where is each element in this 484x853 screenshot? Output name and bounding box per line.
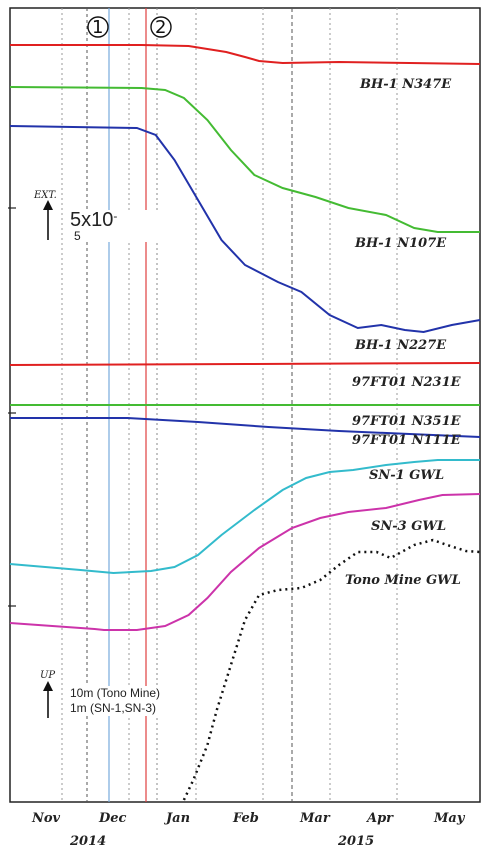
up-arrow-head (43, 681, 53, 691)
series-line-bh-1-n347e (10, 44, 481, 65)
series-line-97ft01-n231e (9, 362, 481, 366)
series-label-sn-3-gwl: SN-3 GWL (371, 519, 446, 534)
strain-scale-label: 5x10- 5 (70, 210, 160, 242)
x-tick-label-mar: Mar (299, 811, 331, 826)
series-label-tono-mine-gwl: Tono Mine GWL (345, 573, 461, 588)
event-circle-1 (87, 16, 109, 38)
x-tick-label-dec: Dec (98, 811, 127, 826)
series-line-97ft01-n111e (10, 417, 481, 438)
x-tick-label-feb: Feb (232, 811, 259, 826)
x-tick-label-jan: Jan (163, 811, 190, 826)
ext-label: EXT. (33, 190, 57, 201)
series-line-bh-1-n227e (9, 125, 481, 334)
series-label-97ft01-n111e: 97FT01 N111E (352, 433, 462, 448)
series-label-97ft01-n351e: 97FT01 N351E (352, 414, 462, 429)
scale-arrows: EXT. UP (33, 190, 57, 718)
series-lines (9, 44, 481, 801)
event-marker-1: 1 (92, 17, 103, 38)
series-line-sn-1-gwl (9, 459, 480, 575)
strain-scale-subscript: 5 (74, 229, 81, 243)
series-label-sn-1-gwl: SN-1 GWL (369, 468, 444, 483)
event-circle-2 (150, 16, 172, 38)
ext-arrow-head (43, 200, 53, 210)
strain-scale-value: 5x10 (70, 209, 114, 231)
x-year-label-2015: 2015 (337, 834, 374, 849)
x-tick-label-nov: Nov (31, 811, 61, 826)
up-label: UP (40, 670, 55, 681)
strain-scale-exponent: - (113, 209, 118, 223)
x-tick-label-may: May (433, 811, 466, 826)
water-scale-label: 10m (Tono Mine) 1m (SN-1,SN-3) (70, 686, 165, 716)
series-line-bh-1-n107e (9, 86, 480, 233)
grid-lines (61, 8, 398, 802)
series-label-bh-1-n227e: BH-1 N227E (354, 338, 447, 353)
water-scale-line1: 10m (Tono Mine) (70, 686, 161, 700)
x-tick-label-apr: Apr (365, 811, 394, 826)
x-tick-labels: Nov Dec Jan Feb Mar Apr May 2014 2015 (31, 811, 466, 849)
series-line-sn-3-gwl (9, 493, 481, 631)
series-label-97ft01-n231e: 97FT01 N231E (352, 375, 462, 390)
x-year-label-2014: 2014 (69, 834, 106, 849)
water-scale-line2: 1m (SN-1,SN-3) (70, 701, 157, 715)
series-label-bh-1-n107e: BH-1 N107E (354, 236, 447, 251)
series-labels: BH-1 N347E BH-1 N107E BH-1 N227E 97FT01 N23… (345, 77, 462, 588)
event-marker-2: 2 (155, 17, 166, 38)
series-label-bh-1-n347e: BH-1 N347E (359, 77, 452, 92)
